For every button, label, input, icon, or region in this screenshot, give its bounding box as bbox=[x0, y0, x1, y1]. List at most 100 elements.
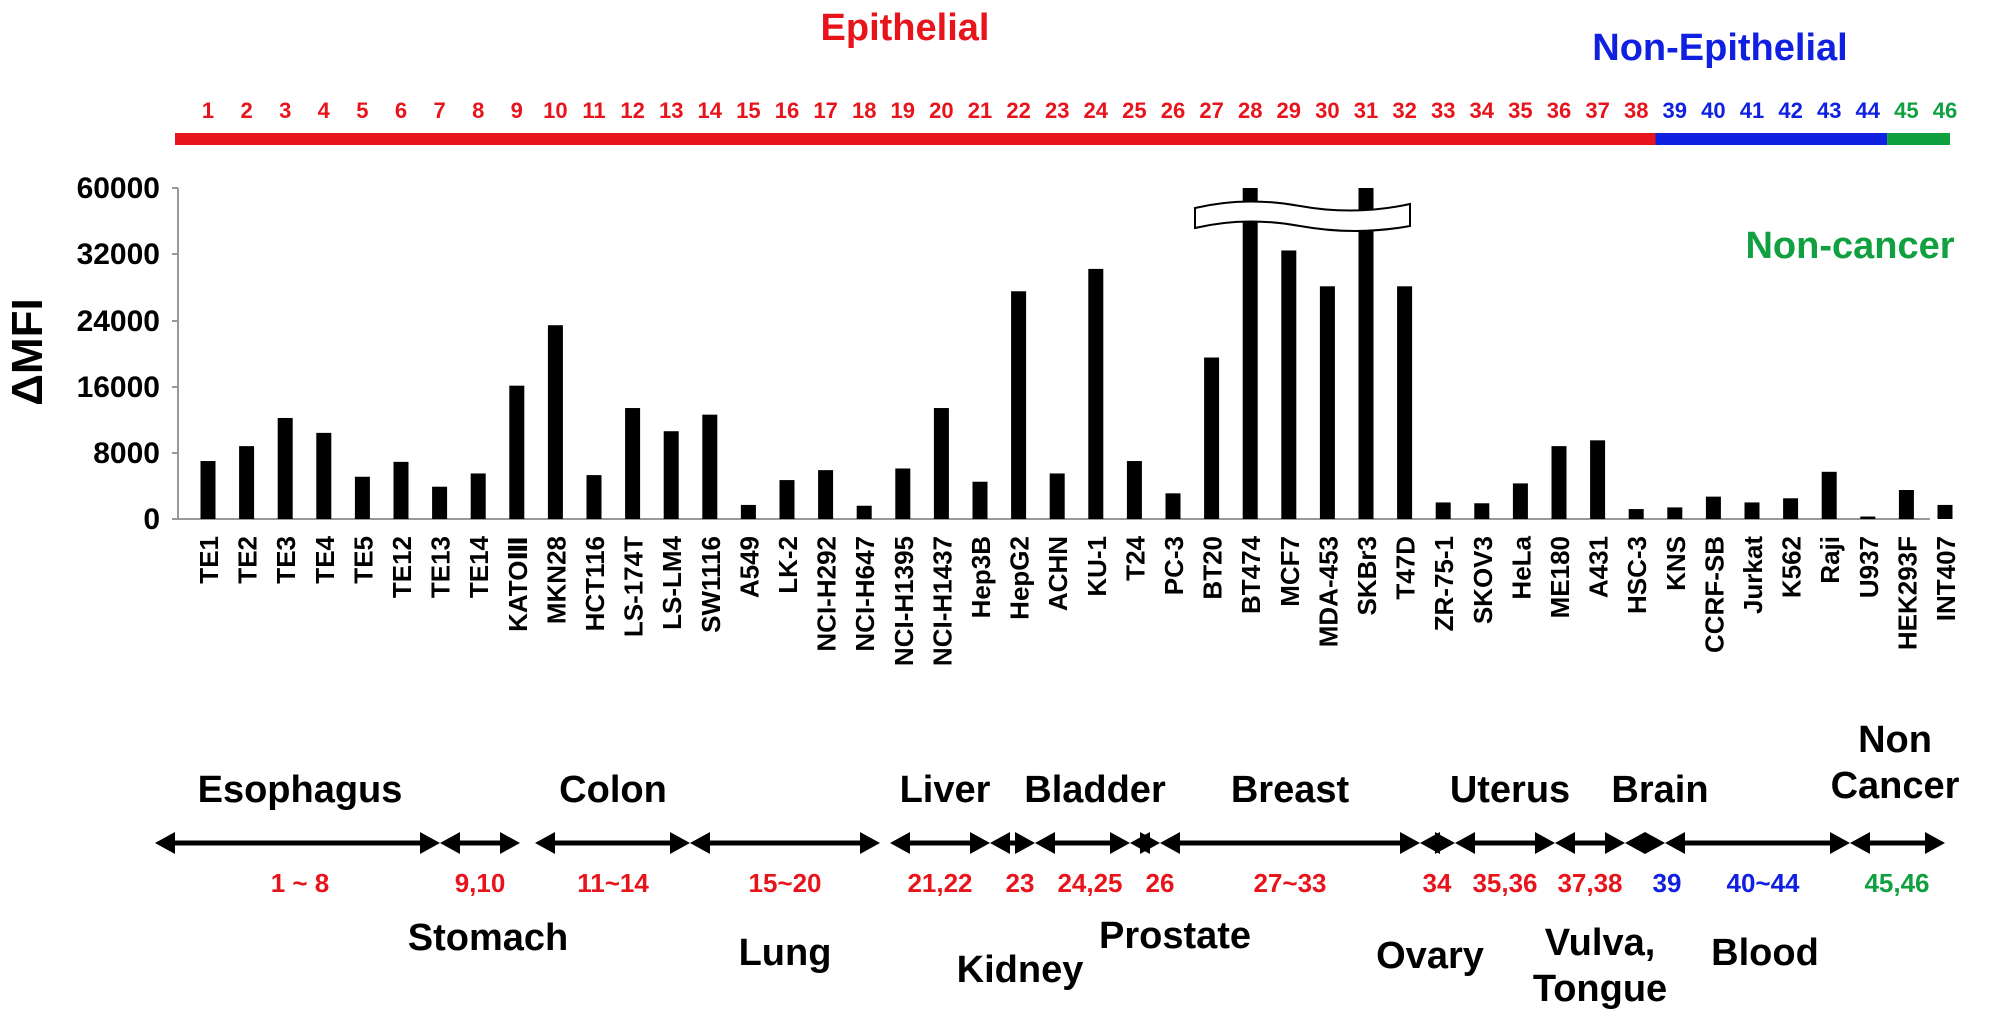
cell-line-number: 5 bbox=[356, 98, 368, 123]
cell-line-number: 18 bbox=[852, 98, 876, 123]
y-tick-label: 60000 bbox=[77, 172, 160, 205]
x-tick-label: HepG2 bbox=[1005, 536, 1035, 620]
cell-line-number: 14 bbox=[698, 98, 723, 123]
cell-line-number: 2 bbox=[240, 98, 252, 123]
x-tick-label: NCI-H292 bbox=[812, 536, 842, 652]
cell-line-number: 44 bbox=[1856, 98, 1881, 123]
tissue-arrow-head bbox=[990, 832, 1010, 854]
bar bbox=[354, 476, 370, 519]
tissue-name: Prostate bbox=[1099, 915, 1251, 957]
x-tick-label: CCRF-SB bbox=[1699, 536, 1729, 653]
cell-line-number: 7 bbox=[433, 98, 445, 123]
y-tick-label: 16000 bbox=[77, 371, 160, 404]
cell-line-number: 32 bbox=[1392, 98, 1416, 123]
tissue-range: 15~20 bbox=[748, 868, 821, 898]
x-tick-label: LS-174T bbox=[619, 536, 649, 637]
tissue-range: 24,25 bbox=[1057, 868, 1122, 898]
cell-line-number: 45 bbox=[1894, 98, 1918, 123]
tissue-range: 40~44 bbox=[1726, 868, 1800, 898]
bar bbox=[895, 468, 911, 519]
bar bbox=[1011, 291, 1027, 519]
x-tick-label: NCI-H647 bbox=[850, 536, 880, 652]
x-tick-label: PC-3 bbox=[1159, 536, 1189, 595]
x-tick-label: A431 bbox=[1584, 536, 1614, 598]
group-label: Epithelial bbox=[821, 7, 990, 49]
bar bbox=[1628, 509, 1644, 519]
bar bbox=[1590, 440, 1606, 519]
bar bbox=[740, 504, 756, 519]
bar bbox=[1744, 502, 1760, 519]
cell-line-number: 34 bbox=[1470, 98, 1495, 123]
x-tick-label: BT20 bbox=[1198, 536, 1228, 600]
bar bbox=[586, 475, 602, 519]
x-tick-label: NCI-H1437 bbox=[927, 536, 957, 666]
bar bbox=[1512, 483, 1528, 519]
tissue-name: Blood bbox=[1711, 932, 1819, 974]
tissue-arrow-head bbox=[1625, 832, 1645, 854]
cell-line-number: 10 bbox=[543, 98, 567, 123]
tissue-arrow-head bbox=[970, 832, 990, 854]
y-axis: ΔMFI 0 8000 16000 24000 32000 60000 bbox=[3, 172, 179, 536]
x-tick-label: T24 bbox=[1120, 535, 1150, 580]
tissue-name: Brain bbox=[1611, 769, 1708, 811]
y-axis-label: ΔMFI bbox=[3, 298, 52, 405]
cell-line-number: 22 bbox=[1006, 98, 1030, 123]
tissue-arrow-head bbox=[440, 832, 460, 854]
x-tick-label: TE3 bbox=[271, 536, 301, 584]
bar bbox=[1474, 503, 1490, 519]
tissue-range: 39 bbox=[1653, 868, 1682, 898]
cell-line-number: 25 bbox=[1122, 98, 1146, 123]
tissue-arrow-head bbox=[155, 832, 175, 854]
bar bbox=[1435, 502, 1451, 519]
bar bbox=[1319, 286, 1335, 519]
x-tick-label: LS-LM4 bbox=[657, 535, 687, 629]
x-tick-label: MDA-453 bbox=[1313, 536, 1343, 647]
tissue-arrow-head bbox=[1110, 832, 1130, 854]
x-tick-label: SKBr3 bbox=[1352, 536, 1382, 615]
cell-line-number: 28 bbox=[1238, 98, 1262, 123]
group-label: Non-Epithelial bbox=[1592, 27, 1847, 69]
bar bbox=[1281, 250, 1297, 519]
tissue-range: 27~33 bbox=[1253, 868, 1326, 898]
tissue-range: 9,10 bbox=[455, 868, 506, 898]
x-tick-label: KU-1 bbox=[1082, 536, 1112, 597]
x-tick-label: MKN28 bbox=[541, 536, 571, 624]
tissue-name: Ovary bbox=[1376, 935, 1484, 977]
tissue-name: Kidney bbox=[957, 949, 1084, 991]
cell-line-number: 39 bbox=[1663, 98, 1687, 123]
tissue-annotations: 1 ~ 8 Esophagus 9,10 Stomach 11~14 Colon 15~20… bbox=[155, 719, 1960, 1010]
bar bbox=[1165, 493, 1181, 519]
x-tick-label: U937 bbox=[1854, 536, 1884, 598]
tissue-arrow-head bbox=[535, 832, 555, 854]
bar bbox=[933, 408, 949, 519]
bar bbox=[277, 417, 293, 519]
tissue-name: Esophagus bbox=[198, 769, 403, 811]
x-tick-label: SKOV3 bbox=[1468, 536, 1498, 624]
axis-break bbox=[1194, 200, 1411, 232]
cell-line-number: 37 bbox=[1585, 98, 1609, 123]
tissue-arrow-head bbox=[1435, 832, 1455, 854]
tissue-name: Vulva, Tongue bbox=[1533, 922, 1667, 1010]
tissue-arrow-head bbox=[1645, 832, 1665, 854]
x-tick-label: T47D bbox=[1391, 536, 1421, 600]
bar bbox=[509, 385, 525, 519]
group-color-bar bbox=[1655, 133, 1888, 145]
bar bbox=[1049, 473, 1065, 519]
group-label: Non-cancer bbox=[1745, 225, 1954, 267]
cell-line-number: 27 bbox=[1199, 98, 1223, 123]
x-tick-label: TE1 bbox=[194, 536, 224, 584]
tissue-arrow-head bbox=[1830, 832, 1850, 854]
bar bbox=[818, 470, 834, 519]
x-tick-label: A549 bbox=[734, 536, 764, 598]
bar bbox=[1705, 496, 1721, 519]
group-labels: Epithelial Non-Epithelial Non-cancer bbox=[821, 7, 1955, 267]
cell-line-number: 41 bbox=[1740, 98, 1764, 123]
tissue-arrow-head bbox=[1400, 832, 1420, 854]
cell-line-number: 36 bbox=[1547, 98, 1571, 123]
cell-line-number: 35 bbox=[1508, 98, 1532, 123]
bar bbox=[1860, 516, 1876, 519]
tissue-range: 26 bbox=[1146, 868, 1175, 898]
cell-line-number: 38 bbox=[1624, 98, 1648, 123]
bar bbox=[1898, 490, 1914, 519]
